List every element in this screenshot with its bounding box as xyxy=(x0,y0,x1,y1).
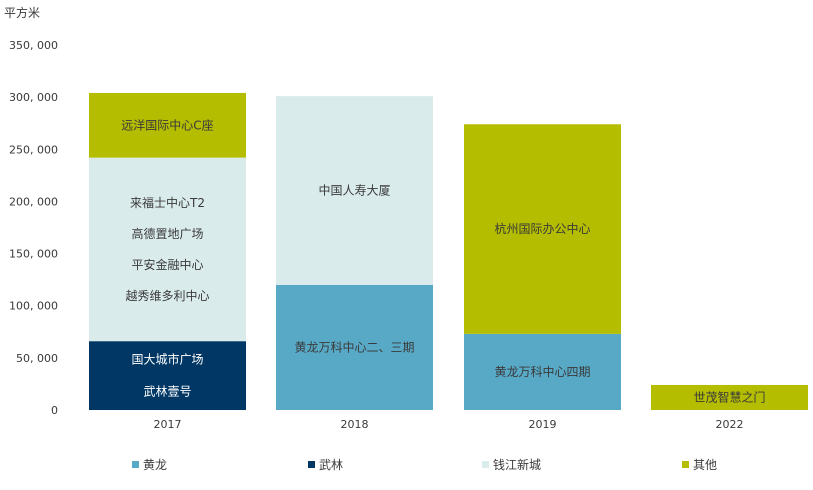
bar-segment xyxy=(651,384,808,410)
y-tick-label: 300, 000 xyxy=(9,91,58,104)
legend-item-wulin: 武林 xyxy=(308,456,343,473)
chart-legend: 黄龙 武林 钱江新城 其他 xyxy=(0,456,813,476)
bar-annotation: 越秀维多利中心 xyxy=(125,288,209,303)
y-tick-label: 0 xyxy=(51,404,58,417)
legend-swatch xyxy=(482,461,489,468)
bar-annotation: 平安金融中心 xyxy=(131,257,203,272)
bar-annotation: 世茂智慧之门 xyxy=(693,389,765,404)
legend-item-huanglong: 黄龙 xyxy=(132,456,167,473)
y-tick-label: 250, 000 xyxy=(9,143,58,156)
bar-annotation: 武林壹号 xyxy=(143,385,191,399)
bar-segment xyxy=(89,341,246,410)
x-tick-label: 2022 xyxy=(716,418,744,431)
legend-swatch xyxy=(682,461,689,468)
legend-label: 黄龙 xyxy=(143,458,168,472)
bar-segment xyxy=(464,333,621,410)
bar-annotation: 远洋国际中心C座 xyxy=(121,117,213,132)
y-tick-label: 50, 000 xyxy=(16,352,58,365)
bar-segment xyxy=(276,96,433,285)
legend-label: 钱江新城 xyxy=(493,458,542,472)
x-tick-label: 2017 xyxy=(154,418,182,431)
y-axis-unit-label: 平方米 xyxy=(4,6,41,20)
legend-item-other: 其他 xyxy=(682,456,717,473)
x-tick-label: 2018 xyxy=(341,418,369,431)
bar-annotation: 高德置地广场 xyxy=(131,226,203,241)
bar-annotation: 来福士中心T2 xyxy=(130,195,205,210)
bar-annotation: 杭州国际办公中心 xyxy=(494,221,590,236)
legend-item-qianjiang: 钱江新城 xyxy=(482,456,541,473)
legend-swatch xyxy=(132,461,139,468)
legend-label: 其他 xyxy=(693,458,718,472)
bar-annotation: 黄龙万科中心四期 xyxy=(494,364,590,379)
bar-annotation: 国大城市广场 xyxy=(131,352,203,367)
bar-segment xyxy=(89,92,246,158)
bar-segment xyxy=(464,124,621,334)
stacked-bar-chart: 0 50, 000 100, 000 150, 000 200, 000 250, 000… xyxy=(9,39,808,431)
y-tick-label: 200, 000 xyxy=(9,195,58,208)
y-tick-label: 150, 000 xyxy=(9,248,58,261)
y-tick-label: 350, 000 xyxy=(9,39,58,52)
bar-annotation: 黄龙万科中心二、三期 xyxy=(294,339,414,354)
y-tick-label: 100, 000 xyxy=(9,300,58,313)
legend-swatch xyxy=(308,461,315,468)
bar-annotation: 中国人寿大厦 xyxy=(318,182,390,197)
bar-segment xyxy=(276,284,433,410)
bar-segment xyxy=(89,157,246,342)
legend-label: 武林 xyxy=(319,458,344,472)
x-tick-label: 2019 xyxy=(529,418,557,431)
